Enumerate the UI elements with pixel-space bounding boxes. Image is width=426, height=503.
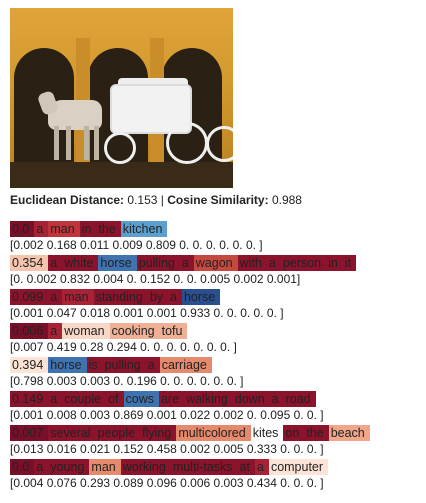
similarity-metrics: Euclidean Distance: 0.153 | Cosine Simil… bbox=[10, 193, 420, 207]
caption-tokens: 0.354 a white horse pulling a wagon with a person… bbox=[10, 254, 420, 271]
caption-token: the bbox=[96, 220, 121, 237]
caption-token: flying bbox=[140, 424, 177, 441]
caption-token: a bbox=[48, 390, 63, 407]
caption-token: standing bbox=[93, 288, 148, 305]
caption-token: woman bbox=[62, 322, 110, 339]
caption-token: horse bbox=[98, 254, 137, 271]
caption-tokens: 0.149 a couple of cows are walking down a road bbox=[10, 390, 420, 407]
caption-token: is bbox=[86, 356, 103, 373]
cosine-value: 0.988 bbox=[271, 193, 302, 207]
caption-token: white bbox=[62, 254, 99, 271]
caption-token: man bbox=[89, 458, 121, 475]
caption-token: road bbox=[283, 390, 316, 407]
caption-score: 0.0 bbox=[10, 220, 35, 237]
caption-score: 0.354 bbox=[10, 254, 49, 271]
caption-token: person bbox=[280, 254, 327, 271]
horse-leg-shape bbox=[94, 126, 99, 160]
euclidean-value: 0.153 bbox=[127, 193, 158, 207]
caption-token: walking bbox=[184, 390, 233, 407]
caption-vector: [0.001 0.047 0.018 0.001 0.001 0.933 0. … bbox=[10, 306, 284, 320]
caption-token: by bbox=[147, 288, 169, 305]
caption-token: it bbox=[342, 254, 357, 271]
caption-token: young bbox=[48, 458, 90, 475]
horse-leg-shape bbox=[84, 126, 89, 160]
caption-token: computer bbox=[268, 458, 329, 475]
caption-token: beach bbox=[328, 424, 370, 441]
metrics-separator: | bbox=[160, 193, 164, 207]
caption-tokens: 0.099 a man standing by a horse bbox=[10, 288, 420, 305]
caption-token: cows bbox=[123, 390, 159, 407]
caption-token: pulling bbox=[136, 254, 180, 271]
caption-vector: [0.007 0.419 0.28 0.294 0. 0. 0. 0. 0. 0… bbox=[10, 340, 237, 354]
caption-score: 0.007 bbox=[10, 424, 49, 441]
caption-token: wagon bbox=[193, 254, 238, 271]
caption-token: multicolored bbox=[176, 424, 251, 441]
caption-token: of bbox=[106, 390, 124, 407]
caption-token: pulling bbox=[102, 356, 146, 373]
euclidean-label: Euclidean Distance: bbox=[10, 193, 125, 207]
horse-leg-shape bbox=[66, 126, 71, 160]
caption-score: 0.149 bbox=[10, 390, 49, 407]
caption-token: kitchen bbox=[120, 220, 168, 237]
wheel-shape bbox=[166, 122, 208, 164]
caption-vector: [0.798 0.003 0.003 0. 0.196 0. 0. 0. 0. … bbox=[10, 374, 244, 388]
caption-token: a bbox=[48, 322, 63, 339]
caption-token: people bbox=[95, 424, 141, 441]
carriage-shape bbox=[110, 84, 192, 134]
caption-token: horse bbox=[48, 356, 87, 373]
caption-token: a bbox=[48, 254, 63, 271]
caption-token: a bbox=[48, 288, 63, 305]
caption-token: with bbox=[237, 254, 267, 271]
caption-score: 0.006 bbox=[10, 322, 49, 339]
caption-token: are bbox=[159, 390, 185, 407]
caption-token: a bbox=[168, 288, 182, 305]
caption-token: tofu bbox=[159, 322, 188, 339]
caption-token: the bbox=[304, 424, 329, 441]
caption-token: horse bbox=[181, 288, 221, 305]
caption-token: a bbox=[254, 458, 269, 475]
caption-score: 0.394 bbox=[10, 356, 49, 373]
caption-token: down bbox=[232, 390, 270, 407]
caption-token: in bbox=[79, 220, 97, 237]
ground-shape bbox=[10, 162, 233, 188]
caption-token: a bbox=[269, 390, 284, 407]
horse-carriage-photo bbox=[10, 8, 233, 188]
caption-token: working bbox=[120, 458, 171, 475]
caption-tokens: 0.006 a woman cooking tofu bbox=[10, 322, 420, 339]
caption-tokens: 0.0 a young man working multi-tasks at a compute… bbox=[10, 458, 420, 475]
caption-token: a bbox=[34, 458, 49, 475]
caption-token: on bbox=[283, 424, 305, 441]
caption-token: man bbox=[62, 288, 94, 305]
caption-vector: [0.004 0.076 0.293 0.089 0.096 0.006 0.0… bbox=[10, 476, 324, 490]
caption-token: carriage bbox=[159, 356, 212, 373]
caption-token: cooking bbox=[109, 322, 160, 339]
caption-token: several bbox=[48, 424, 96, 441]
caption-token: in bbox=[326, 254, 343, 271]
caption-tokens: 0.394 horse is pulling a carriage bbox=[10, 356, 420, 373]
caption-tokens: 0.007 several people flying multicolored kite… bbox=[10, 424, 420, 441]
caption-score: 0.099 bbox=[10, 288, 49, 305]
caption-score: 0.0 bbox=[10, 458, 35, 475]
caption-token: man bbox=[48, 220, 80, 237]
caption-tokens: 0.0 a man in the kitchen bbox=[10, 220, 420, 237]
caption-token: multi-tasks bbox=[170, 458, 238, 475]
caption-token: a bbox=[266, 254, 281, 271]
wheel-shape bbox=[104, 132, 136, 164]
caption-list: 0.0 a man in the kitchen [0.002 0.168 0.011 0.… bbox=[10, 220, 420, 492]
caption-vector: [0.013 0.016 0.021 0.152 0.458 0.002 0.0… bbox=[10, 442, 324, 456]
horse-leg-shape bbox=[54, 126, 59, 160]
cosine-label: Cosine Similarity: bbox=[167, 193, 269, 207]
caption-token: a bbox=[179, 254, 194, 271]
caption-token: kites bbox=[250, 424, 284, 441]
caption-vector: [0.002 0.168 0.011 0.009 0.809 0. 0. 0. … bbox=[10, 238, 263, 252]
caption-token: a bbox=[34, 220, 49, 237]
caption-token: a bbox=[145, 356, 160, 373]
caption-token: at bbox=[237, 458, 255, 475]
caption-vector: [0.001 0.008 0.003 0.869 0.001 0.022 0.0… bbox=[10, 408, 324, 422]
caption-vector: [0. 0.002 0.832 0.004 0. 0.152 0. 0. 0.0… bbox=[10, 272, 301, 286]
caption-token: couple bbox=[62, 390, 107, 407]
wheel-shape bbox=[206, 126, 233, 162]
carriage-roof-shape bbox=[118, 78, 188, 88]
